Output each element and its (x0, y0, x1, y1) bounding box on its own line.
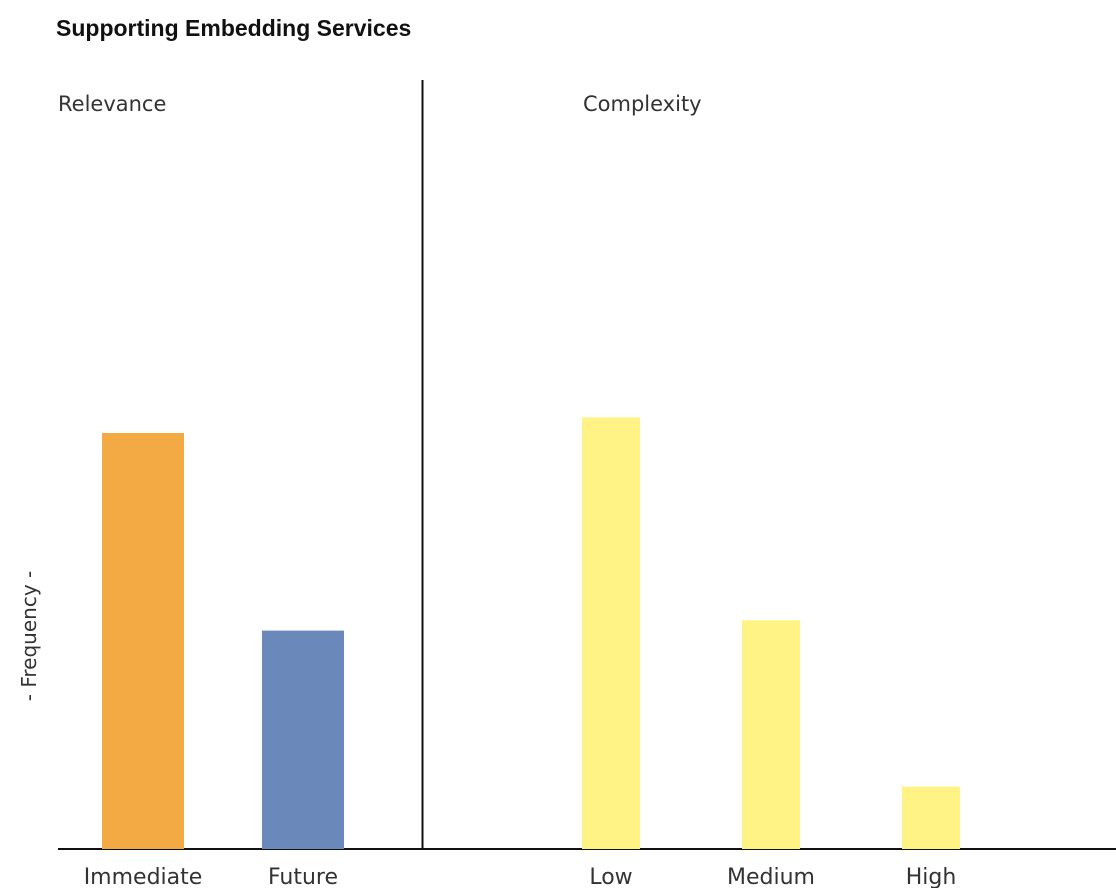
tick-label-low: Low (589, 865, 632, 888)
tick-labels-layer: Immediate Future Low Medium High (84, 865, 957, 888)
bar-high (902, 786, 960, 849)
bar-medium (742, 620, 800, 849)
tick-label-future: Future (268, 865, 338, 888)
tick-label-medium: Medium (727, 865, 815, 888)
group-label-relevance: Relevance (58, 92, 166, 116)
group-label-complexity: Complexity (583, 92, 702, 116)
bar-low (582, 417, 640, 849)
bar-immediate (102, 433, 184, 849)
bars-layer (102, 417, 960, 849)
tick-label-high: High (906, 865, 957, 888)
chart-title: Supporting Embedding Services (56, 15, 411, 41)
tick-label-immediate: Immediate (84, 865, 203, 888)
y-axis-label: - Frequency - (17, 571, 41, 701)
bar-future (262, 630, 344, 849)
